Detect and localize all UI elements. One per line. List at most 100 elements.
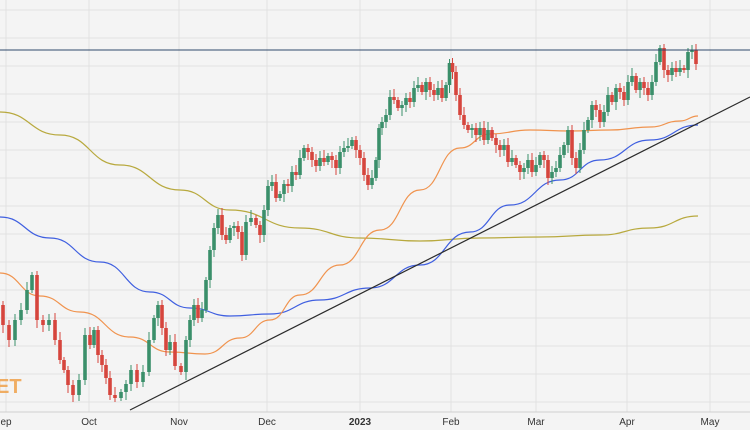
candle-down <box>286 184 290 186</box>
candle-down <box>236 226 240 232</box>
sma-mid-line <box>0 124 699 317</box>
candle-up <box>606 95 610 112</box>
candle-up <box>447 63 452 85</box>
x-axis-band <box>0 412 750 430</box>
candle-down <box>310 152 314 160</box>
candle-down <box>66 370 70 385</box>
x-tick-label: 2023 <box>349 417 372 428</box>
candle-down <box>682 68 686 70</box>
candle-down <box>490 130 494 138</box>
candle-up <box>436 88 440 95</box>
candles <box>1 44 698 402</box>
candle-up <box>302 148 306 158</box>
candle-up <box>119 392 123 398</box>
candle-down <box>135 370 139 382</box>
candle-up <box>654 62 658 82</box>
candle-up <box>25 290 29 310</box>
candle-up <box>298 158 302 175</box>
candle-down <box>58 340 62 360</box>
candle-down <box>694 50 698 64</box>
candle-down <box>420 85 424 92</box>
candle-down <box>494 138 498 145</box>
candle-up <box>554 168 558 172</box>
x-tick-label: Oct <box>81 417 97 428</box>
candle-down <box>662 48 666 70</box>
candle-down <box>362 158 366 175</box>
candle-up <box>670 68 674 75</box>
candle-down <box>113 395 117 398</box>
reference-lines <box>0 49 750 411</box>
candle-up <box>168 342 172 350</box>
candle-down <box>598 110 602 122</box>
candle-up <box>638 82 642 90</box>
candle-down <box>88 335 92 345</box>
candle-down <box>224 235 228 240</box>
candle-up <box>249 218 253 222</box>
candle-down <box>574 158 578 168</box>
candle-down <box>96 330 100 355</box>
candle-down <box>334 160 338 168</box>
candle-down <box>71 385 75 395</box>
candle-up <box>290 172 294 186</box>
candle-up <box>388 97 392 115</box>
candle-up <box>184 340 188 372</box>
candle-down <box>618 88 622 92</box>
candle-down <box>314 160 318 166</box>
candle-down <box>254 218 258 225</box>
candle-down <box>330 156 334 160</box>
candle-up <box>212 228 216 250</box>
candle-down <box>354 140 358 150</box>
candle-down <box>466 125 470 130</box>
x-tick-label: Apr <box>619 417 635 428</box>
candle-up <box>444 85 448 98</box>
candle-up <box>188 320 192 340</box>
candle-down <box>462 115 466 125</box>
candle-down <box>392 97 396 100</box>
sma-fast-line <box>0 115 699 355</box>
grid <box>0 0 750 412</box>
candle-up <box>30 275 34 290</box>
candle-up <box>326 156 330 162</box>
candle-up <box>282 184 286 194</box>
candle-up <box>350 140 354 146</box>
candle-down <box>450 63 455 72</box>
candle-down <box>674 68 678 72</box>
candle-down <box>642 82 646 88</box>
candle-up <box>338 152 342 168</box>
candle-down <box>482 128 486 140</box>
candle-up <box>92 330 96 345</box>
watermark: ET <box>0 376 22 398</box>
candle-down <box>53 320 57 340</box>
candle-down <box>179 366 183 372</box>
x-tick-label: Feb <box>442 417 460 428</box>
candle-up <box>558 155 562 168</box>
candle-up <box>129 370 133 384</box>
candle-up <box>208 250 212 280</box>
candle-up <box>156 305 160 318</box>
candle-up <box>346 146 350 148</box>
candle-down <box>498 145 502 150</box>
candle-down <box>240 232 244 255</box>
candle-up <box>486 130 490 140</box>
candle-down <box>196 305 200 318</box>
candle-up <box>522 168 526 172</box>
candle-up <box>232 226 236 228</box>
candle-down <box>220 215 224 235</box>
candle-up <box>416 85 420 88</box>
candle-down <box>358 150 362 158</box>
candle-down <box>7 325 11 340</box>
candle-up <box>562 145 566 155</box>
candle-up <box>502 145 506 150</box>
candle-up <box>478 128 482 135</box>
candle-up <box>470 128 474 130</box>
candle-up <box>318 158 322 166</box>
candle-down <box>546 160 550 178</box>
candle-up <box>152 318 156 340</box>
candle-down <box>666 70 670 75</box>
candle-down <box>474 128 478 135</box>
candle-down <box>610 95 614 102</box>
candle-down <box>366 175 370 185</box>
candle-up <box>650 82 654 95</box>
